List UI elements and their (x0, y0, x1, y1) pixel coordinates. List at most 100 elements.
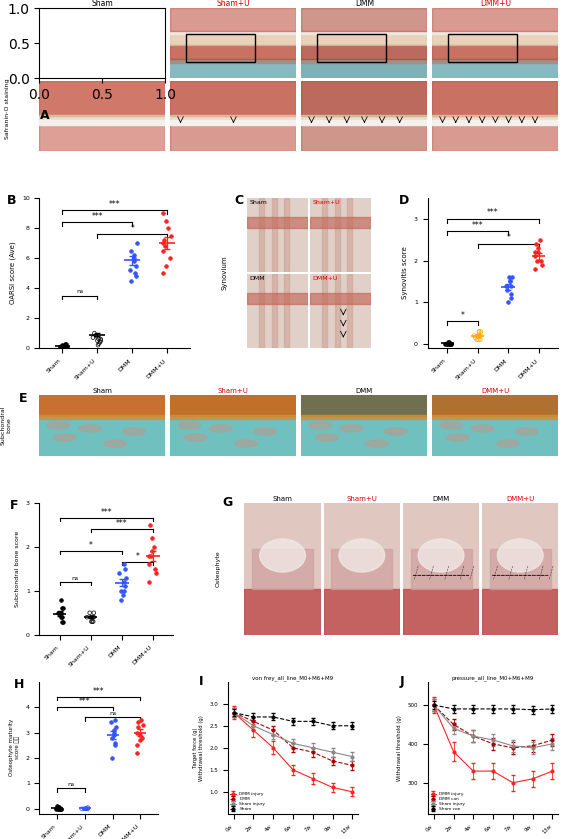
Text: ns: ns (76, 289, 83, 294)
Bar (170, 115, 297, 122)
Text: ***: *** (109, 200, 121, 209)
Point (82, 611, 91, 624)
Bar (347, 198, 352, 272)
Text: Osteophyte: Osteophyte (215, 550, 221, 587)
Point (60, 341, 69, 354)
Title: Sham+U: Sham+U (346, 496, 377, 502)
Bar (39, 31, 165, 34)
Title: DMM: DMM (433, 496, 450, 502)
Text: G: G (222, 496, 233, 509)
Bar (323, 274, 327, 348)
Point (54, 802, 63, 816)
Point (130, 267, 139, 280)
Bar (170, 8, 297, 31)
Point (56, 802, 65, 816)
Point (58, 611, 67, 624)
Text: A: A (39, 109, 49, 122)
Point (82, 802, 91, 816)
Y-axis label: OARSI score (Ave): OARSI score (Ave) (10, 242, 16, 305)
Bar (301, 115, 428, 122)
Point (89, 615, 98, 628)
Title: Sham+U: Sham+U (218, 388, 249, 394)
Point (88, 615, 97, 628)
Point (505, 274, 514, 288)
Ellipse shape (122, 428, 146, 435)
Text: ns: ns (109, 711, 116, 716)
Point (120, 562, 129, 576)
Text: ns: ns (68, 782, 75, 787)
Title: Sham: Sham (272, 496, 293, 502)
Point (536, 254, 545, 268)
Point (87, 611, 96, 624)
Point (56, 611, 65, 624)
Point (81, 802, 90, 816)
Point (144, 576, 153, 589)
Point (474, 333, 483, 347)
Bar (433, 31, 558, 34)
Bar (335, 274, 340, 348)
Ellipse shape (339, 539, 385, 572)
Point (505, 274, 514, 288)
Bar (170, 61, 297, 78)
Point (135, 728, 144, 742)
Text: ***: *** (100, 508, 112, 517)
Bar (447, 34, 517, 61)
Point (131, 259, 140, 273)
Point (162, 259, 171, 273)
Bar (433, 115, 558, 122)
Bar (433, 81, 558, 116)
Point (447, 337, 456, 351)
Bar (324, 588, 400, 635)
Point (441, 337, 450, 351)
Bar (39, 61, 165, 78)
Point (443, 337, 452, 351)
Point (62, 340, 71, 353)
Point (160, 233, 169, 247)
Point (91, 330, 100, 343)
Point (86, 611, 95, 624)
Ellipse shape (254, 428, 276, 435)
Point (59, 339, 68, 352)
Point (474, 325, 483, 338)
Ellipse shape (178, 422, 201, 429)
Point (144, 558, 153, 571)
Bar (301, 121, 428, 125)
Text: ***: *** (116, 519, 127, 528)
Point (165, 252, 174, 265)
Bar (284, 274, 289, 348)
Title: von frey_all_line_M0+M6+M9: von frey_all_line_M0+M6+M9 (253, 675, 333, 680)
Point (108, 751, 117, 764)
Point (477, 329, 486, 342)
Bar (433, 415, 558, 420)
Point (90, 326, 99, 340)
Ellipse shape (365, 440, 389, 447)
Point (136, 713, 146, 727)
Point (107, 731, 116, 744)
Point (58, 338, 67, 352)
Point (505, 270, 514, 284)
Point (158, 244, 167, 258)
Y-axis label: Target force (g)
Withdrawal threshold (g): Target force (g) Withdrawal threshold (g… (193, 715, 204, 781)
Bar (170, 122, 297, 151)
Point (145, 549, 154, 562)
Text: ***: *** (79, 697, 91, 706)
Point (166, 229, 175, 242)
Bar (347, 274, 352, 348)
Point (447, 337, 456, 351)
Bar (301, 34, 428, 44)
Point (444, 335, 453, 348)
Point (472, 333, 481, 347)
Text: J: J (399, 675, 404, 688)
Title: Sham+U: Sham+U (217, 0, 250, 8)
Bar (246, 293, 308, 304)
Point (130, 248, 139, 262)
Bar (39, 8, 165, 31)
Point (62, 337, 71, 351)
Title: DMM: DMM (355, 0, 374, 8)
Point (96, 334, 105, 347)
Point (95, 336, 104, 349)
Bar (433, 59, 558, 63)
Point (112, 721, 121, 734)
Point (94, 332, 103, 346)
Ellipse shape (440, 422, 462, 429)
